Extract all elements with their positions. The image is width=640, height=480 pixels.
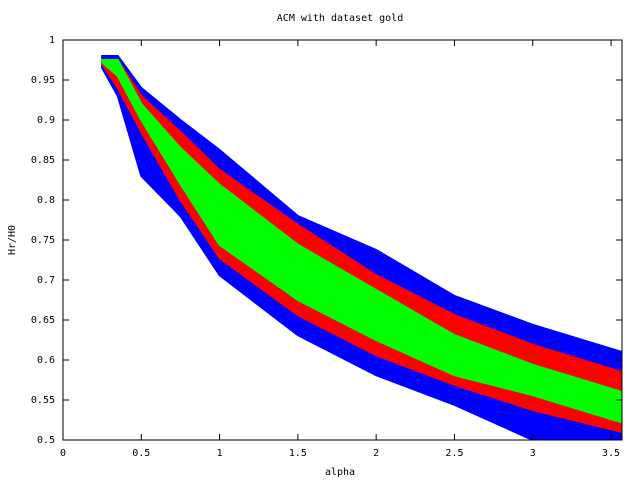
x-tick-label: 2 xyxy=(373,448,379,459)
y-tick-label: 0.7 xyxy=(37,275,55,286)
band xyxy=(101,59,622,424)
x-tick-label: 0.5 xyxy=(132,448,150,459)
y-tick-label: 0.95 xyxy=(31,75,55,86)
x-tick-label: 3.5 xyxy=(602,448,620,459)
x-tick-label: 2.5 xyxy=(445,448,463,459)
plot-area xyxy=(101,55,622,440)
band xyxy=(101,59,622,434)
y-tick-label: 0.85 xyxy=(31,155,55,166)
y-tick-label: 0.5 xyxy=(37,435,55,446)
y-tick-label: 0.75 xyxy=(31,235,55,246)
y-axis-label: Hr/H0 xyxy=(7,225,18,255)
y-tick-label: 0.6 xyxy=(37,355,55,366)
chart-title: ACM with dataset gold xyxy=(277,13,403,24)
x-axis-label: alpha xyxy=(325,467,355,478)
x-tick-label: 1 xyxy=(217,448,223,459)
x-tick-label: 1.5 xyxy=(289,448,307,459)
y-tick-label: 1 xyxy=(49,35,55,46)
y-tick-label: 0.8 xyxy=(37,195,55,206)
x-tick-label: 0 xyxy=(60,448,66,459)
y-tick-label: 0.65 xyxy=(31,315,55,326)
y-tick-label: 0.9 xyxy=(37,115,55,126)
x-tick-label: 3 xyxy=(530,448,536,459)
y-tick-label: 0.55 xyxy=(31,395,55,406)
